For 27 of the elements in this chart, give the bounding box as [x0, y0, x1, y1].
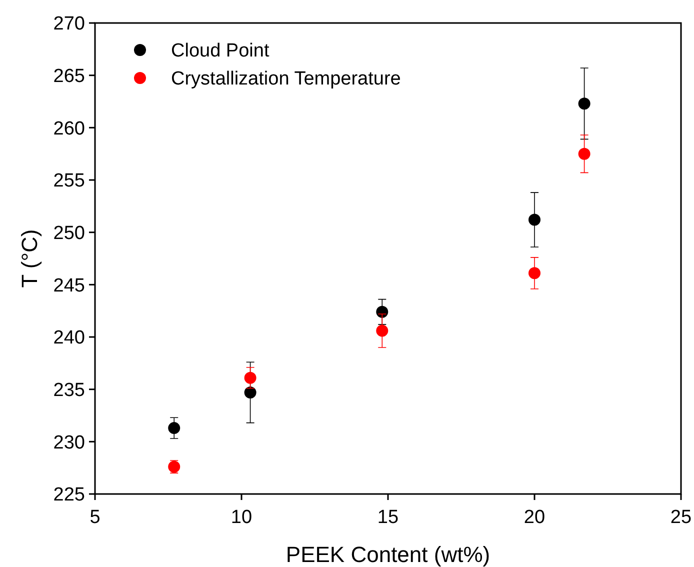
x-tick-label: 25 [670, 507, 692, 528]
y-tick-label: 265 [53, 66, 85, 87]
x-tick-label: 20 [524, 507, 546, 528]
x-tick-label: 10 [230, 507, 252, 528]
y-tick-label: 260 [53, 118, 85, 140]
legend-label: Cloud Point [171, 40, 270, 62]
point [578, 148, 590, 160]
legend-label: Crystallization Temperature [171, 68, 401, 90]
y-tick-label: 235 [53, 380, 85, 401]
y-tick-label: 270 [53, 14, 85, 35]
y-tick-label: 250 [53, 222, 85, 244]
y-axis-title: T (°C) [17, 229, 42, 288]
x-tick-label: 15 [377, 507, 399, 528]
x-tick-label: 5 [90, 507, 100, 528]
point [244, 372, 256, 384]
y-tick-label: 240 [53, 328, 85, 349]
point [578, 98, 590, 110]
y-tick-label: 225 [53, 484, 85, 506]
y-tick-label: 230 [53, 432, 85, 454]
point [376, 324, 388, 337]
point [528, 214, 540, 226]
point [244, 386, 256, 398]
point [528, 267, 540, 280]
point [168, 422, 180, 434]
y-tick-label: 245 [53, 275, 85, 296]
y-tick-label: 255 [53, 170, 85, 192]
x-axis-title: PEEK Content (wt%) [286, 542, 490, 567]
